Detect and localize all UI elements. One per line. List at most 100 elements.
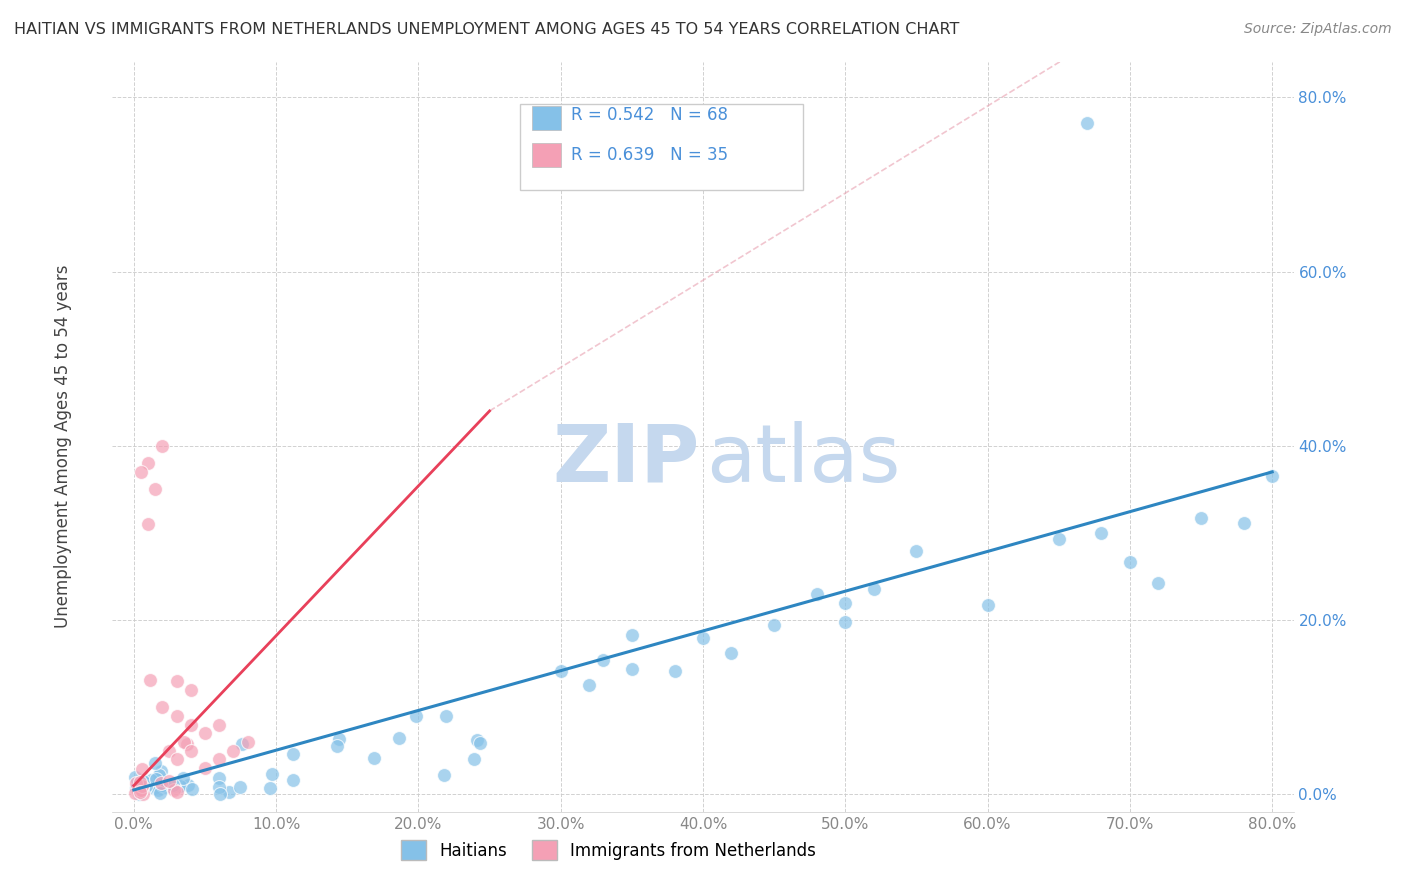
Point xyxy=(465,733,488,747)
Text: Source: ZipAtlas.com: Source: ZipAtlas.com xyxy=(1244,22,1392,37)
Point xyxy=(194,761,217,775)
Point xyxy=(129,775,152,789)
Point xyxy=(433,767,456,781)
Point xyxy=(231,737,253,751)
Point xyxy=(592,653,614,667)
Point xyxy=(218,785,240,799)
Text: HAITIAN VS IMMIGRANTS FROM NETHERLANDS UNEMPLOYMENT AMONG AGES 45 TO 54 YEARS CO: HAITIAN VS IMMIGRANTS FROM NETHERLANDS U… xyxy=(14,22,959,37)
Point xyxy=(124,770,146,784)
Point xyxy=(281,747,304,761)
Point xyxy=(1090,526,1112,541)
Point xyxy=(163,783,186,797)
Point xyxy=(150,439,173,453)
Point xyxy=(692,631,714,645)
Point xyxy=(209,787,232,801)
Point xyxy=(463,752,485,766)
Text: R = 0.639   N = 35: R = 0.639 N = 35 xyxy=(571,145,728,163)
Point xyxy=(388,731,411,746)
Point xyxy=(550,665,572,679)
Point xyxy=(180,717,202,731)
Point xyxy=(436,708,458,723)
Point xyxy=(325,739,347,754)
Point xyxy=(208,771,231,785)
Text: Unemployment Among Ages 45 to 54 years: Unemployment Among Ages 45 to 54 years xyxy=(55,264,72,628)
Point xyxy=(229,780,252,794)
Point xyxy=(136,517,159,532)
Point xyxy=(131,763,153,777)
Point xyxy=(363,751,385,765)
Point xyxy=(208,780,231,795)
Point xyxy=(166,673,188,688)
Point xyxy=(834,615,856,630)
Point xyxy=(129,785,152,799)
Point xyxy=(149,786,172,800)
Point xyxy=(1119,555,1142,569)
Point xyxy=(139,773,162,788)
Point xyxy=(976,598,998,612)
Point xyxy=(163,780,186,794)
Point xyxy=(281,773,304,788)
Point xyxy=(134,776,156,790)
Point xyxy=(128,787,150,801)
Point xyxy=(129,783,152,797)
Point xyxy=(148,783,170,797)
Point xyxy=(157,773,180,788)
Point xyxy=(127,784,149,798)
Point xyxy=(166,709,188,723)
Point xyxy=(131,779,153,793)
Point xyxy=(143,483,166,497)
Point xyxy=(132,774,155,789)
Point xyxy=(260,766,283,780)
Point xyxy=(1147,576,1170,591)
Point xyxy=(862,582,884,596)
Point xyxy=(176,779,198,793)
Legend: Haitians, Immigrants from Netherlands: Haitians, Immigrants from Netherlands xyxy=(394,833,823,867)
Point xyxy=(150,764,173,778)
Point xyxy=(194,726,217,740)
Point xyxy=(1076,116,1098,130)
Point xyxy=(139,673,162,688)
Point xyxy=(166,752,188,766)
Point xyxy=(720,646,742,660)
Point xyxy=(1189,511,1212,525)
Point xyxy=(172,771,194,785)
Point xyxy=(148,768,170,782)
Point xyxy=(578,678,600,692)
Point xyxy=(125,776,148,790)
Point xyxy=(905,544,928,558)
Point xyxy=(125,784,148,798)
Text: ZIP: ZIP xyxy=(553,420,699,499)
Point xyxy=(176,737,198,751)
Point xyxy=(180,682,202,697)
Point xyxy=(135,779,157,793)
Point xyxy=(150,700,173,714)
FancyBboxPatch shape xyxy=(531,106,561,130)
Point xyxy=(124,787,146,801)
Point xyxy=(173,735,195,749)
Point xyxy=(136,456,159,470)
Point xyxy=(328,732,350,747)
Point xyxy=(763,618,786,632)
Text: atlas: atlas xyxy=(707,420,901,499)
Point xyxy=(620,662,643,676)
Text: R = 0.542   N = 68: R = 0.542 N = 68 xyxy=(571,106,728,124)
Point xyxy=(143,781,166,796)
Point xyxy=(155,780,177,794)
Point xyxy=(129,465,152,479)
Point xyxy=(125,782,148,797)
Point xyxy=(1233,516,1256,531)
Point xyxy=(222,744,245,758)
Point xyxy=(132,787,155,801)
Point xyxy=(208,717,231,731)
Point xyxy=(208,752,231,766)
Point xyxy=(150,778,173,792)
Point xyxy=(834,596,856,610)
Point xyxy=(180,744,202,758)
Point xyxy=(131,780,153,795)
Point xyxy=(620,628,643,642)
Point xyxy=(405,708,427,723)
Point xyxy=(1047,532,1070,546)
Point xyxy=(236,735,259,749)
Point xyxy=(162,778,184,792)
Point xyxy=(180,781,202,796)
